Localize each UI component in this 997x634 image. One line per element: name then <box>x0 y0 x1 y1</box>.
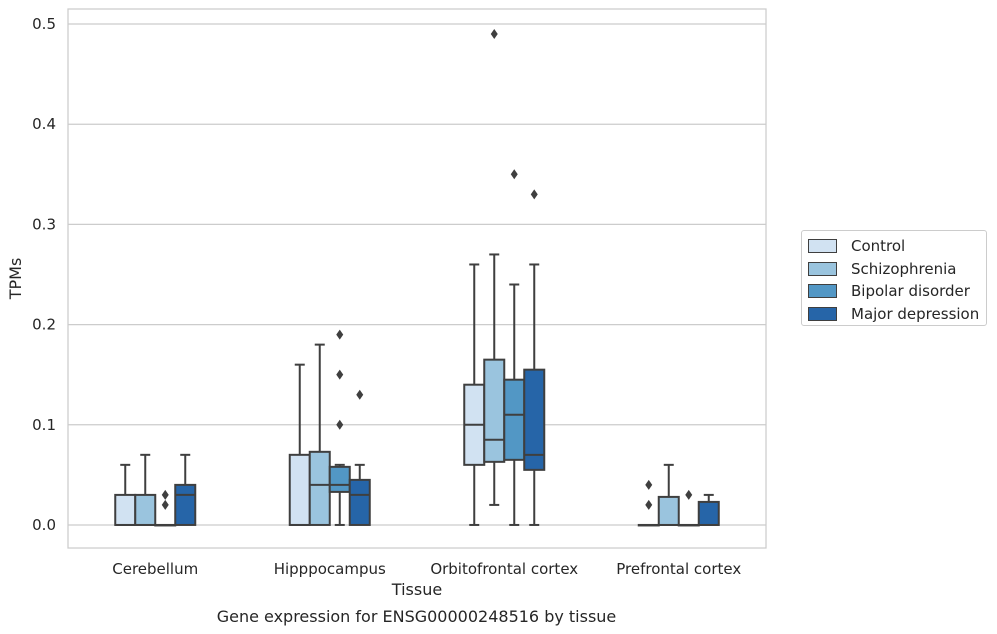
legend-swatch <box>808 284 837 299</box>
legend-label: Bipolar disorder <box>851 282 970 301</box>
box-bipolar-disorder <box>154 489 177 527</box>
legend-swatch <box>808 261 837 276</box>
box-major-depression <box>174 453 197 526</box>
outlier-point <box>645 499 653 510</box>
legend-label: Schizophrenia <box>851 259 957 278</box>
outlier-point <box>510 169 518 180</box>
y-tick-label: 0.3 <box>32 215 56 233</box>
box-iqr <box>348 478 371 526</box>
x-tick-label: Cerebellum <box>112 560 198 578</box>
box-major-depression <box>348 389 371 526</box>
box-iqr <box>328 465 351 493</box>
box-schizophrenia <box>134 453 157 526</box>
box-iqr <box>174 483 197 526</box>
plot-area <box>67 8 767 549</box>
y-tick-label: 0.5 <box>32 15 56 33</box>
legend-item: Major depression <box>808 303 986 326</box>
box-iqr <box>657 495 680 526</box>
x-tick-label: Orbitofrontal cortex <box>430 560 578 578</box>
box-bipolar-disorder <box>677 489 700 527</box>
y-tick-label: 0.1 <box>32 416 56 434</box>
outlier-point <box>356 389 364 400</box>
box-iqr <box>697 500 720 526</box>
box-major-depression <box>697 493 720 526</box>
box-schizophrenia <box>308 343 331 526</box>
y-axis-label: TPMs <box>6 258 25 301</box>
outlier-point <box>530 189 538 200</box>
box-iqr <box>503 378 526 461</box>
legend-label: Control <box>851 237 906 256</box>
outlier-point <box>490 29 498 40</box>
box-control <box>463 263 486 526</box>
box-iqr <box>308 450 331 526</box>
outlier-point <box>685 489 693 500</box>
legend-swatch <box>808 306 837 321</box>
box-control <box>637 479 660 527</box>
legend-item: Control <box>808 235 986 258</box>
y-tick-label: 0.4 <box>32 115 56 133</box>
box-schizophrenia <box>483 29 506 506</box>
box-iqr <box>288 453 311 526</box>
box-schizophrenia <box>657 463 680 526</box>
legend-swatch <box>808 239 837 254</box>
x-axis-label: Tissue <box>391 580 442 599</box>
outlier-point <box>336 419 344 430</box>
legend-label: Major depression <box>851 304 980 323</box>
legend-item: Schizophrenia <box>808 258 986 281</box>
box-bipolar-disorder <box>328 329 351 526</box>
legend: Control Schizophrenia Bipolar disorder Majo… <box>801 230 987 326</box>
grid-lines <box>68 23 766 526</box>
legend-item: Bipolar disorder <box>808 280 986 303</box>
box-major-depression <box>523 189 546 526</box>
box-bipolar-disorder <box>503 169 526 526</box>
figure-caption: Gene expression for ENSG00000248516 by t… <box>216 607 617 626</box>
box-control <box>288 363 311 526</box>
box-series <box>114 29 720 527</box>
outlier-point <box>336 329 344 340</box>
box-control <box>114 463 137 526</box>
x-tick-label: Prefrontal cortex <box>616 560 741 578</box>
outlier-point <box>645 479 653 490</box>
y-axis-ticks: 0.0 0.1 0.2 0.3 0.4 0.5 <box>32 15 56 534</box>
y-tick-label: 0.0 <box>32 516 56 534</box>
outlier-point <box>336 369 344 380</box>
outlier-point <box>161 489 169 500</box>
x-axis-ticks: Cerebellum Hipppocampus Orbitofrontal cort… <box>112 560 741 578</box>
box-iqr <box>483 358 506 463</box>
y-tick-label: 0.2 <box>32 316 56 334</box>
box-iqr <box>114 493 137 526</box>
x-tick-label: Hipppocampus <box>274 560 386 578</box>
box-iqr <box>523 368 546 471</box>
outlier-point <box>161 499 169 510</box>
box-iqr <box>134 493 157 526</box>
